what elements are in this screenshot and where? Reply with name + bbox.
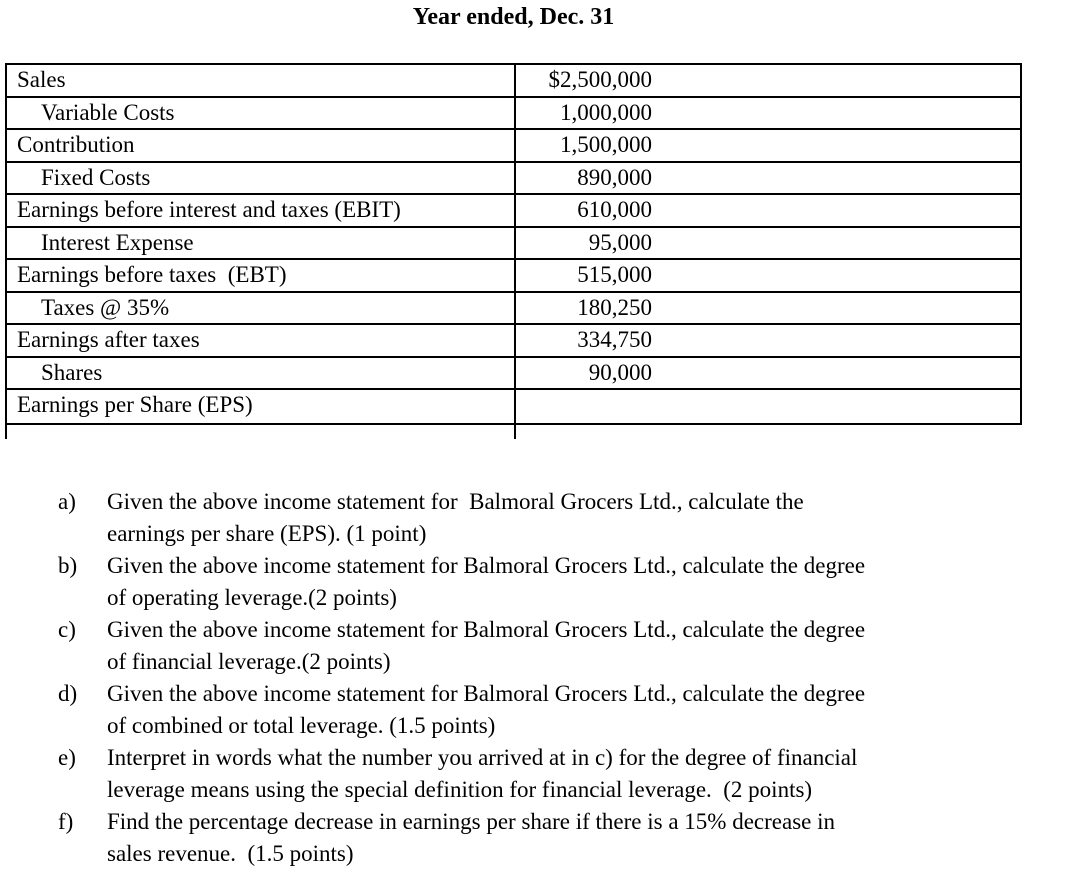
question-item-e: e) Interpret in words what the number yo… [58, 742, 1023, 806]
table-row: Sales $2,500,000 [7, 65, 1020, 98]
table-row: Variable Costs 1,000,000 [7, 97, 1020, 130]
question-text: Interpret in words what the number you a… [107, 745, 858, 802]
row-value-number: 1,000,000 [560, 99, 652, 125]
table-row: Shares 90,000 [7, 357, 1020, 390]
question-text: Given the above income statement for Bal… [107, 617, 866, 674]
table-row: Interest Expense 95,000 [7, 227, 1020, 260]
row-value-number: 334,750 [577, 327, 652, 352]
row-value: 1,500,000 [516, 130, 1020, 161]
question-letter: b) [58, 553, 78, 578]
row-value: $2,500,000 [516, 65, 1020, 96]
row-value: 90,000 [516, 358, 1020, 389]
question-item-b: b) Given the above income statement for … [58, 550, 1023, 614]
row-label: Shares [7, 357, 516, 388]
row-value-number: 180,250 [577, 294, 652, 320]
row-value-number: 515,000 [577, 262, 652, 287]
row-value: 95,000 [516, 228, 1020, 259]
table-row: Contribution 1,500,000 [7, 130, 1020, 163]
row-label: Sales [7, 65, 516, 96]
table-row: Taxes @ 35% 180,250 [7, 292, 1020, 325]
row-value-number: 90,000 [588, 359, 652, 385]
table-left-border-tail [5, 424, 7, 439]
question-letter: c) [58, 617, 76, 642]
table-row: Earnings before taxes (EBT) 515,000 [7, 260, 1020, 293]
question-letter: e) [58, 745, 76, 770]
row-value [516, 390, 1020, 423]
question-item-a: a) Given the above income statement for … [58, 486, 1023, 550]
income-statement-table: Sales $2,500,000 Variable Costs 1,000,00… [5, 63, 1022, 425]
row-label: Taxes @ 35% [7, 292, 516, 323]
row-value: 1,000,000 [516, 98, 1020, 129]
question-letter: d) [58, 681, 78, 706]
question-letter: a) [58, 489, 76, 514]
row-label: Earnings after taxes [7, 325, 516, 356]
row-value: 334,750 [516, 325, 1020, 356]
table-row: Earnings per Share (EPS) [7, 390, 1020, 423]
page-title: Year ended, Dec. 31 [412, 4, 615, 30]
question-item-d: d) Given the above income statement for … [58, 678, 1023, 742]
question-text: Given the above income statement for Bal… [107, 489, 804, 546]
question-letter: f) [58, 809, 74, 834]
row-label: Variable Costs [7, 97, 516, 128]
row-value: 610,000 [516, 195, 1020, 226]
row-label: Earnings before taxes (EBT) [7, 260, 516, 291]
row-value-number: $2,500,000 [548, 67, 653, 92]
question-item-c: c) Given the above income statement for … [58, 614, 1023, 678]
question-text: Given the above income statement for Bal… [107, 553, 866, 610]
row-value: 515,000 [516, 260, 1020, 291]
row-value-number: 890,000 [577, 164, 652, 190]
table-divider-tail [514, 424, 516, 439]
table-row: Fixed Costs 890,000 [7, 162, 1020, 195]
question-text: Given the above income statement for Bal… [107, 681, 866, 738]
question-item-f: f) Find the percentage decrease in earni… [58, 806, 1023, 870]
row-label: Interest Expense [7, 227, 516, 258]
row-value-number: 610,000 [577, 197, 652, 222]
row-label: Fixed Costs [7, 162, 516, 193]
row-label: Contribution [7, 130, 516, 161]
row-value: 890,000 [516, 163, 1020, 194]
row-value-number: 1,500,000 [560, 132, 652, 157]
row-label: Earnings per Share (EPS) [7, 390, 516, 423]
table-row: Earnings after taxes 334,750 [7, 325, 1020, 358]
row-label: Earnings before interest and taxes (EBIT… [7, 195, 516, 226]
row-value-number: 95,000 [588, 229, 652, 255]
question-text: Find the percentage decrease in earnings… [107, 809, 835, 866]
questions-list: a) Given the above income statement for … [58, 486, 1023, 870]
row-value: 180,250 [516, 293, 1020, 324]
table-row: Earnings before interest and taxes (EBIT… [7, 195, 1020, 228]
